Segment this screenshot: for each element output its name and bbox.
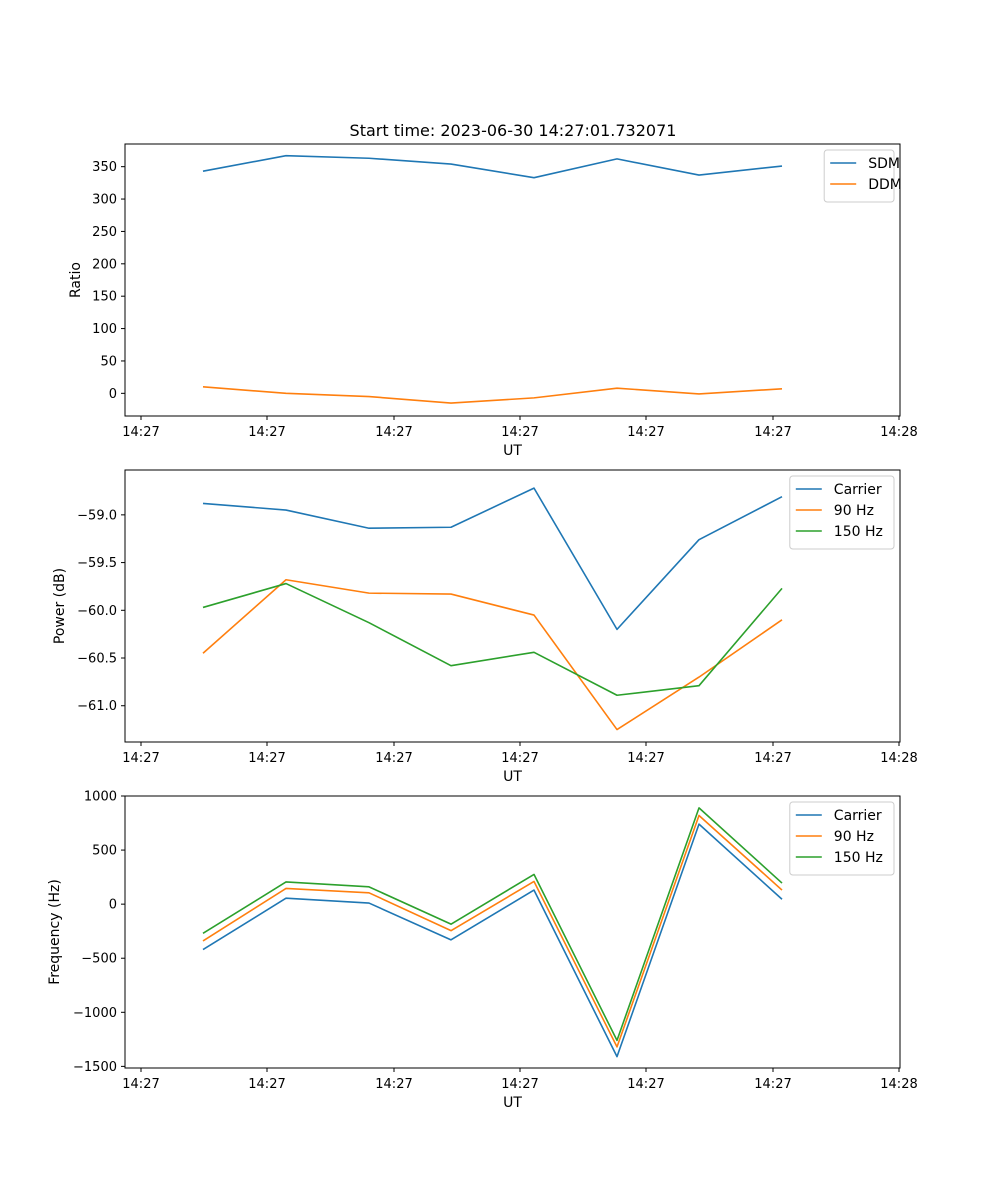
panel-3: 14:27 14:27 14:27 14:27 14:27 14:27 14:28 1000 5… (47, 790, 918, 1112)
x-tick-label: 14:27 (501, 1077, 538, 1092)
legend-entry: Carrier (834, 482, 882, 498)
y-tick-label: −61.0 (77, 699, 117, 714)
legend-entry: 150 Hz (834, 850, 883, 866)
series-line-150-hz (202, 807, 783, 1042)
y-tick-label: 0 (109, 898, 117, 913)
y-tick-label: −60.0 (77, 604, 117, 619)
x-tick-label: 14:27 (375, 425, 412, 440)
chart-title: Start time: 2023-06-30 14:27:01.732071 (350, 121, 677, 140)
x-tick-label: 14:27 (248, 425, 285, 440)
x-tick-label: 14:27 (375, 751, 412, 766)
series-line-carrier (202, 487, 783, 631)
x-tick-label: 14:27 (627, 1077, 664, 1092)
x-tick-label: 14:27 (248, 1077, 285, 1092)
y-axis-label: Frequency (Hz) (47, 879, 63, 985)
x-tick-label: 14:27 (754, 751, 791, 766)
x-tick-label: 14:27 (754, 425, 791, 440)
legend: Carrier 90 Hz 150 Hz (789, 801, 895, 876)
x-tick-label: 14:27 (122, 1077, 159, 1092)
y-tick-label: 350 (92, 160, 117, 175)
legend-entry: 90 Hz (834, 503, 874, 519)
x-tick-label: 14:27 (375, 1077, 412, 1092)
plot-frame (124, 143, 901, 417)
x-tick-label: 14:27 (754, 1077, 791, 1092)
y-tick-label: 250 (92, 225, 117, 240)
legend-entry: SDM (868, 156, 900, 172)
series-line-sdm (202, 154, 783, 179)
y-tick-label: 0 (109, 387, 117, 402)
x-tick-label: 14:27 (627, 425, 664, 440)
legend-entry: 150 Hz (834, 524, 883, 540)
plot-frame (124, 469, 901, 743)
legend: Carrier 90 Hz 150 Hz (789, 475, 895, 550)
x-tick-label: 14:27 (122, 751, 159, 766)
y-tick-label: 50 (100, 354, 117, 369)
x-axis-label: UT (503, 1095, 522, 1111)
series-line-carrier (202, 823, 783, 1058)
y-tick-label: 150 (92, 290, 117, 305)
series-line-ddm (202, 386, 783, 404)
x-tick-label: 14:28 (880, 1077, 917, 1092)
x-tick-label: 14:27 (501, 425, 538, 440)
plot-frame (124, 795, 901, 1069)
y-axis-label: Power (dB) (52, 568, 68, 644)
x-tick-label: 14:27 (501, 751, 538, 766)
y-tick-label: 1000 (84, 790, 117, 805)
y-tick-label: −500 (81, 952, 117, 967)
legend-entry: 90 Hz (834, 829, 874, 845)
y-axis-label: Ratio (68, 262, 84, 298)
series-line-90-hz (202, 814, 783, 1048)
y-tick-label: 300 (92, 193, 117, 208)
y-tick-label: 500 (92, 844, 117, 859)
y-tick-label: −59.5 (77, 556, 117, 571)
x-axis-label: UT (503, 443, 522, 459)
x-tick-label: 14:28 (880, 425, 917, 440)
x-tick-label: 14:27 (122, 425, 159, 440)
series-line-90-hz (202, 578, 783, 731)
legend-entry: DDM (868, 177, 902, 193)
y-tick-label: −1000 (73, 1006, 117, 1021)
y-tick-label: −59.0 (77, 508, 117, 523)
x-axis-label: UT (503, 769, 522, 785)
legend: SDM DDM (823, 149, 902, 203)
x-tick-label: 14:27 (627, 751, 664, 766)
y-tick-label: 100 (92, 322, 117, 337)
x-tick-label: 14:27 (248, 751, 285, 766)
x-tick-label: 14:28 (880, 751, 917, 766)
panel-2: 14:27 14:27 14:27 14:27 14:27 14:27 14:28 −59.0… (52, 469, 918, 785)
series-line-150-hz (202, 582, 783, 697)
y-tick-label: −1500 (73, 1060, 117, 1075)
y-tick-label: 200 (92, 257, 117, 272)
legend-entry: Carrier (834, 808, 882, 824)
panel-1: 14:27 14:27 14:27 14:27 14:27 14:27 14:28 0 50 10… (68, 143, 918, 459)
y-tick-label: −60.5 (77, 652, 117, 667)
